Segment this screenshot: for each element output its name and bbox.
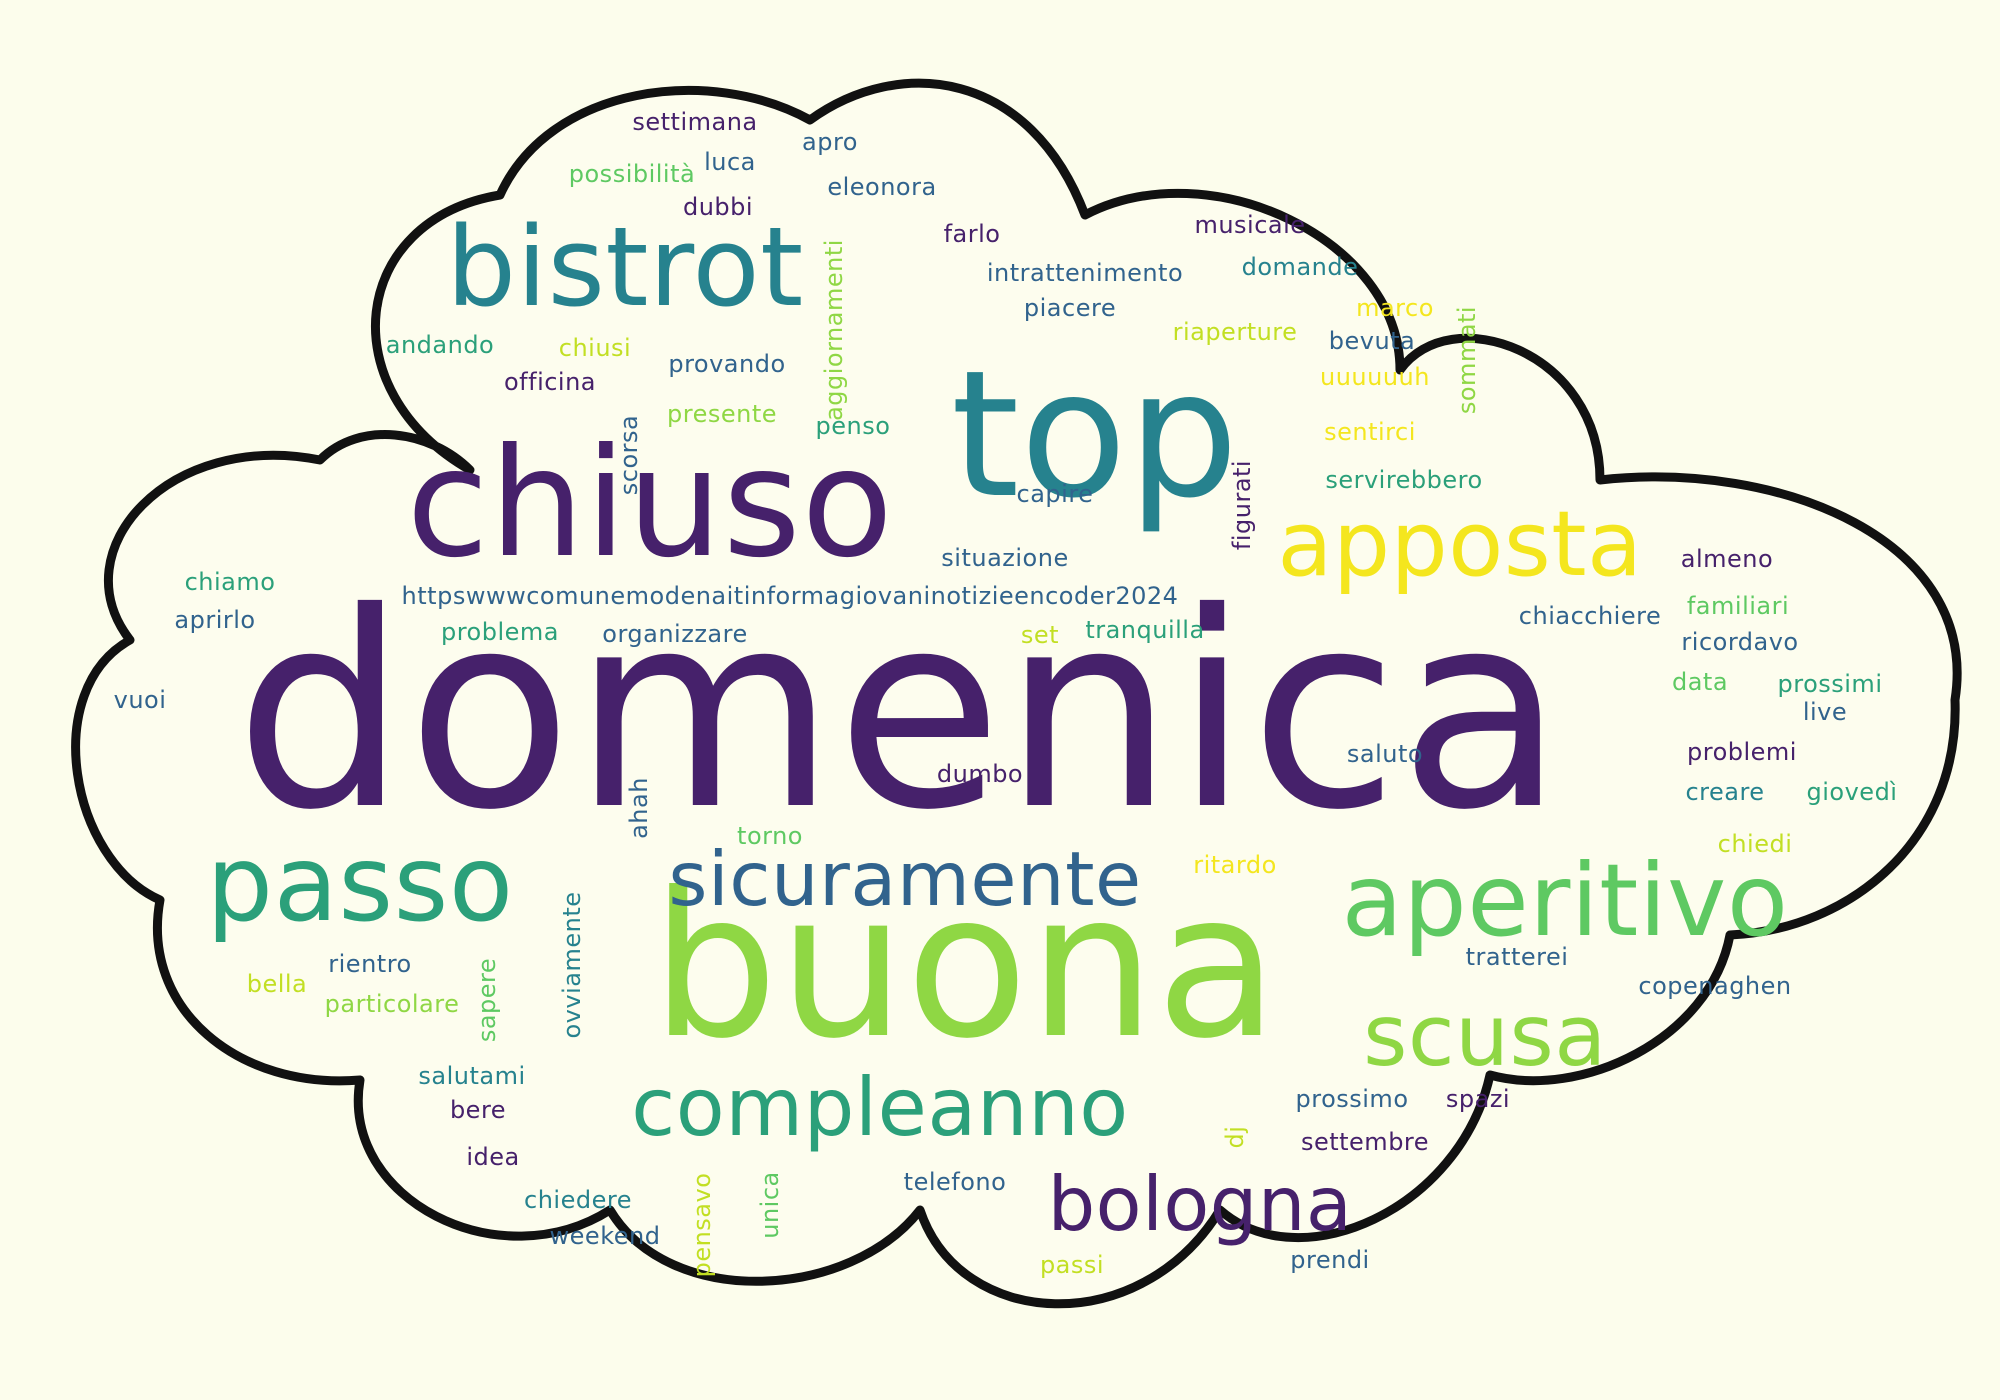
word-25: sommati [1453,306,1481,414]
word-43: httpswwwcomunemodenaitinformagiovaninoti… [402,582,1179,610]
word-55: live [1803,698,1847,726]
word-13: apro [802,128,858,156]
word-10: compleanno [631,1061,1128,1154]
word-26: riaperture [1173,318,1298,346]
word-6: aperitivo [1341,842,1788,959]
word-15: luca [704,148,756,176]
word-35: scorsa [615,415,643,495]
cloud-outline [71,78,1962,1309]
word-41: almeno [1681,545,1773,573]
word-72: salutami [418,1062,525,1090]
word-57: problemi [1687,738,1797,766]
word-56: saluto [1347,740,1423,768]
word-75: spazi [1446,1085,1510,1113]
word-65: rientro [328,950,411,978]
word-44: familiari [1687,592,1789,620]
word-9: scusa [1363,987,1607,1086]
word-61: giovedì [1807,778,1898,806]
word-80: unica [756,1171,784,1239]
word-37: servirebbero [1325,466,1482,494]
word-33: presente [667,400,777,428]
word-48: set [1021,621,1059,649]
word-59: dumbo [937,760,1023,788]
word-49: tranquilla [1085,616,1204,644]
word-84: passi [1040,1251,1104,1279]
word-77: settembre [1301,1128,1429,1156]
word-21: intrattenimento [987,259,1183,287]
word-50: chiacchiere [1519,602,1661,630]
word-71: copenaghen [1638,972,1791,1000]
word-66: ovviamente [558,892,586,1039]
word-63: ritardo [1193,851,1277,879]
word-29: chiusi [559,334,631,362]
word-31: uuuuuuh [1320,363,1430,391]
word-5: passo [206,823,513,945]
word-16: eleonora [827,173,936,201]
word-60: creare [1685,778,1764,806]
word-68: bella [247,970,308,998]
word-2: top [951,334,1239,537]
word-46: problema [441,618,559,646]
word-47: organizzare [602,620,747,648]
word-38: capire [1017,480,1094,508]
word-67: tratterei [1466,943,1569,971]
word-12: settimana [632,108,757,136]
word-0: domenica [235,554,1565,869]
word-51: ricordavo [1681,628,1798,656]
word-58: ahah [625,777,653,839]
word-52: data [1672,668,1728,696]
word-24: marco [1356,294,1434,322]
word-28: andando [386,331,495,359]
word-85: prendi [1290,1246,1369,1274]
word-45: aprirlo [174,606,255,634]
word-39: figurati [1228,460,1256,550]
word-79: pensavo [688,1173,716,1278]
word-3: chiuso [406,417,893,591]
word-64: chiedi [1718,830,1793,858]
word-18: aggiornamenti [820,239,848,421]
word-69: sapere [473,958,501,1042]
word-81: telefono [904,1168,1007,1196]
word-30: provando [668,350,785,378]
word-19: farlo [944,220,1001,248]
word-11: bologna [1048,1160,1353,1248]
word-42: chiamo [185,568,276,596]
word-17: dubbi [683,193,753,221]
word-23: piacere [1024,294,1116,322]
word-20: musicale [1194,211,1305,239]
word-74: prossimo [1296,1085,1409,1113]
word-54: vuoi [114,686,167,714]
word-76: dj [1221,1126,1249,1149]
word-83: weekend [550,1222,661,1250]
word-8: sicuramente [668,835,1141,923]
word-32: officina [504,368,596,396]
word-40: situazione [941,544,1068,572]
word-27: bevuta [1329,327,1416,355]
word-82: chiedere [524,1186,632,1214]
word-73: bere [450,1096,506,1124]
word-62: torno [737,822,803,850]
word-7: apposta [1277,492,1642,597]
word-14: possibilità [569,160,695,188]
word-78: idea [466,1143,519,1171]
word-4: bistrot [446,203,804,331]
word-53: prossimi [1778,670,1883,698]
word-1: buona [651,850,1279,1083]
word-22: domande [1242,253,1359,281]
word-34: penso [816,412,891,440]
word-36: sentirci [1324,418,1416,446]
word-70: particolare [325,990,460,1018]
